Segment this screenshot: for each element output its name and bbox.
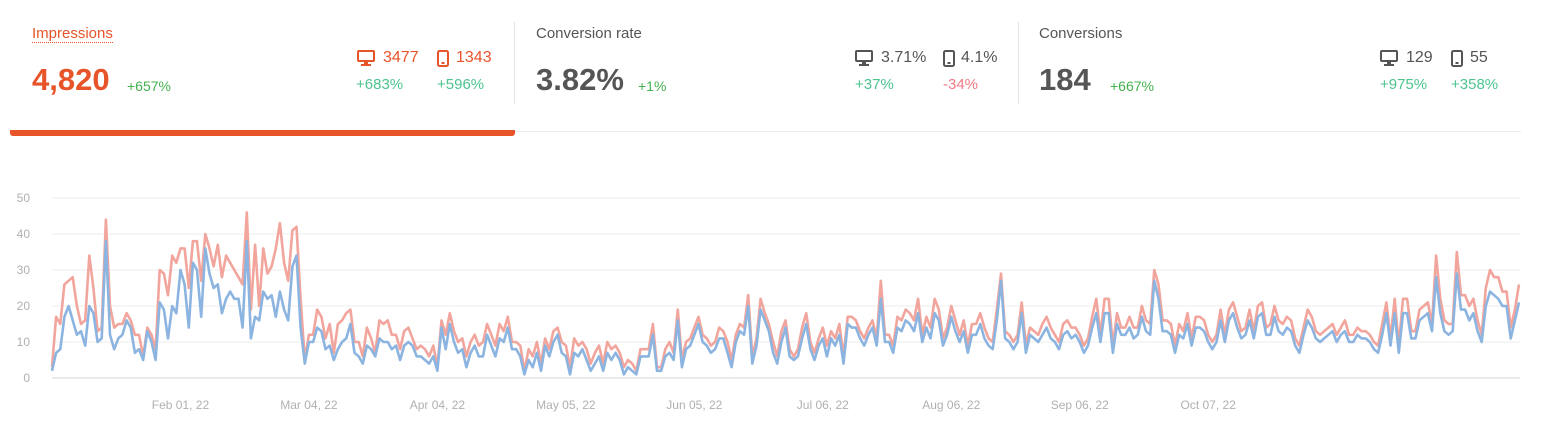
x-tick-label: Apr 04, 22 (410, 398, 466, 412)
y-tick-label: 30 (17, 263, 31, 277)
y-tick-label: 20 (17, 299, 31, 313)
x-tick-label: May 05, 22 (536, 398, 596, 412)
divider (514, 22, 515, 104)
x-tick-label: Mar 04, 22 (280, 398, 338, 412)
metrics-bar: Impressions 4,820 +657% 3477 1343 +683% … (0, 0, 1544, 140)
desktop-change: +975% (1380, 76, 1428, 93)
mobile-icon (943, 50, 955, 67)
conversion-rate-card[interactable]: Conversion rate 3.82% +1% 3.71% 4.1% +37… (515, 0, 1018, 132)
card-value: 184 (1039, 62, 1091, 97)
impressions-card[interactable]: Impressions 4,820 +657% 3477 1343 +683% … (0, 0, 515, 132)
y-tick-label: 50 (17, 191, 31, 205)
separator-line (515, 131, 1521, 132)
x-tick-label: Aug 06, 22 (922, 398, 980, 412)
card-change: +1% (638, 78, 667, 94)
x-tick-label: Oct 07, 22 (1181, 398, 1237, 412)
series-line-total (50, 211, 1521, 373)
x-axis-labels: Feb 01, 22 Mar 04, 22 Apr 04, 22 May 05, 22… (152, 398, 1236, 412)
mobile-change: -34% (943, 76, 979, 93)
x-tick-label: Feb 01, 22 (152, 398, 210, 412)
mobile-icon (437, 50, 449, 67)
y-tick-label: 0 (23, 371, 30, 385)
mobile-icon (1451, 50, 1463, 67)
y-tick-label: 10 (17, 335, 31, 349)
desktop-icon (1380, 50, 1398, 66)
y-tick-label: 40 (17, 227, 31, 241)
x-tick-label: Sep 06, 22 (1051, 398, 1109, 412)
mobile-value: 1343 (456, 49, 492, 66)
desktop-value: 3.71% (881, 49, 927, 66)
divider (1018, 22, 1019, 104)
x-tick-label: Jul 06, 22 (797, 398, 849, 412)
conversions-card[interactable]: Conversions 184 +667% 129 55 +975% +358% (1018, 0, 1521, 132)
impressions-chart: 0 10 20 30 40 50 Feb 01, 22 Mar 04, 22 Apr 04, … (17, 191, 1521, 412)
desktop-icon (855, 50, 873, 66)
card-title: Conversion rate (536, 25, 642, 42)
desktop-icon (357, 50, 375, 66)
card-title: Conversions (1039, 25, 1123, 42)
card-title: Impressions (32, 25, 113, 43)
card-change: +667% (1110, 78, 1154, 94)
series-line-desktop (50, 239, 1521, 376)
desktop-value: 129 (1406, 49, 1433, 66)
card-change: +657% (127, 78, 171, 94)
card-value: 4,820 (32, 62, 110, 97)
desktop-value: 3477 (383, 49, 419, 66)
x-tick-label: Jun 05, 22 (666, 398, 722, 412)
desktop-change: +37% (855, 76, 894, 93)
mobile-value: 55 (1470, 49, 1488, 66)
mobile-value: 4.1% (961, 49, 998, 66)
card-value: 3.82% (536, 62, 624, 97)
mobile-change: +358% (1451, 76, 1499, 93)
active-tab-indicator (10, 130, 515, 136)
y-axis-labels: 0 10 20 30 40 50 (17, 191, 31, 385)
desktop-change: +683% (356, 76, 404, 93)
mobile-change: +596% (437, 76, 485, 93)
